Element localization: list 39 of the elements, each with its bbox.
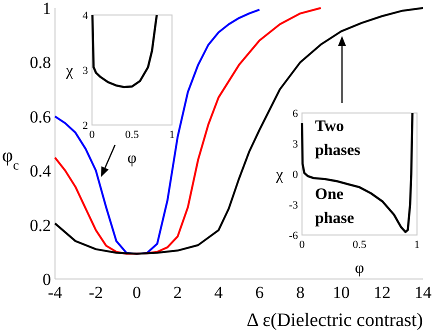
line-series [54, 7, 424, 255]
x-tick-label: 14 [414, 283, 432, 302]
y-tick-label: 0.8 [30, 53, 51, 72]
x-tick-label: 12 [374, 283, 391, 302]
y-tick-label: 0.6 [30, 107, 51, 126]
x-tick-label: 2 [173, 283, 182, 302]
y-axis-title: χ [275, 166, 284, 184]
y-tick-label: 0 [292, 168, 298, 181]
x-axis-title: φ [127, 150, 137, 167]
y-tick-label: 4 [82, 10, 88, 22]
x-axis-title: Δ ε(Dielectric contrast) [246, 310, 423, 330]
x-axis-title: φ [354, 260, 364, 277]
y-axis-title: χ [65, 62, 74, 80]
y-tick-label: 0.4 [30, 162, 52, 181]
y-tick-label: 1 [42, 0, 51, 18]
line-series [54, 8, 260, 255]
annotation: One phase [315, 186, 354, 227]
y-tick-label: 3 [292, 138, 298, 150]
line-series [91, 14, 158, 88]
annotation: Two phases [315, 118, 360, 159]
y-axis-title: φ$_{c}$ [2, 146, 19, 172]
x-tick-label: 0.5 [125, 129, 140, 141]
x-tick-label: 1 [414, 239, 420, 251]
y-tick-label: 0.2 [30, 216, 51, 235]
x-tick-label: -2 [88, 283, 103, 302]
x-tick-label: 1 [169, 129, 175, 141]
x-tick-label: 4 [214, 283, 224, 302]
x-tick-label: 10 [332, 283, 350, 302]
y-tick-label: -3 [288, 199, 298, 212]
y-tick-label: 3 [82, 64, 88, 77]
y-tick-label: 6 [292, 108, 298, 120]
x-tick-label: 8 [296, 283, 305, 302]
x-tick-label: 0 [132, 283, 142, 302]
x-tick-label: 6 [255, 283, 264, 302]
y-tick-label: 0 [42, 270, 51, 289]
x-tick-label: 0.5 [352, 239, 367, 251]
y-tick-label: 2 [82, 120, 88, 132]
y-tick-label: -6 [288, 230, 298, 242]
line-series [300, 112, 414, 234]
